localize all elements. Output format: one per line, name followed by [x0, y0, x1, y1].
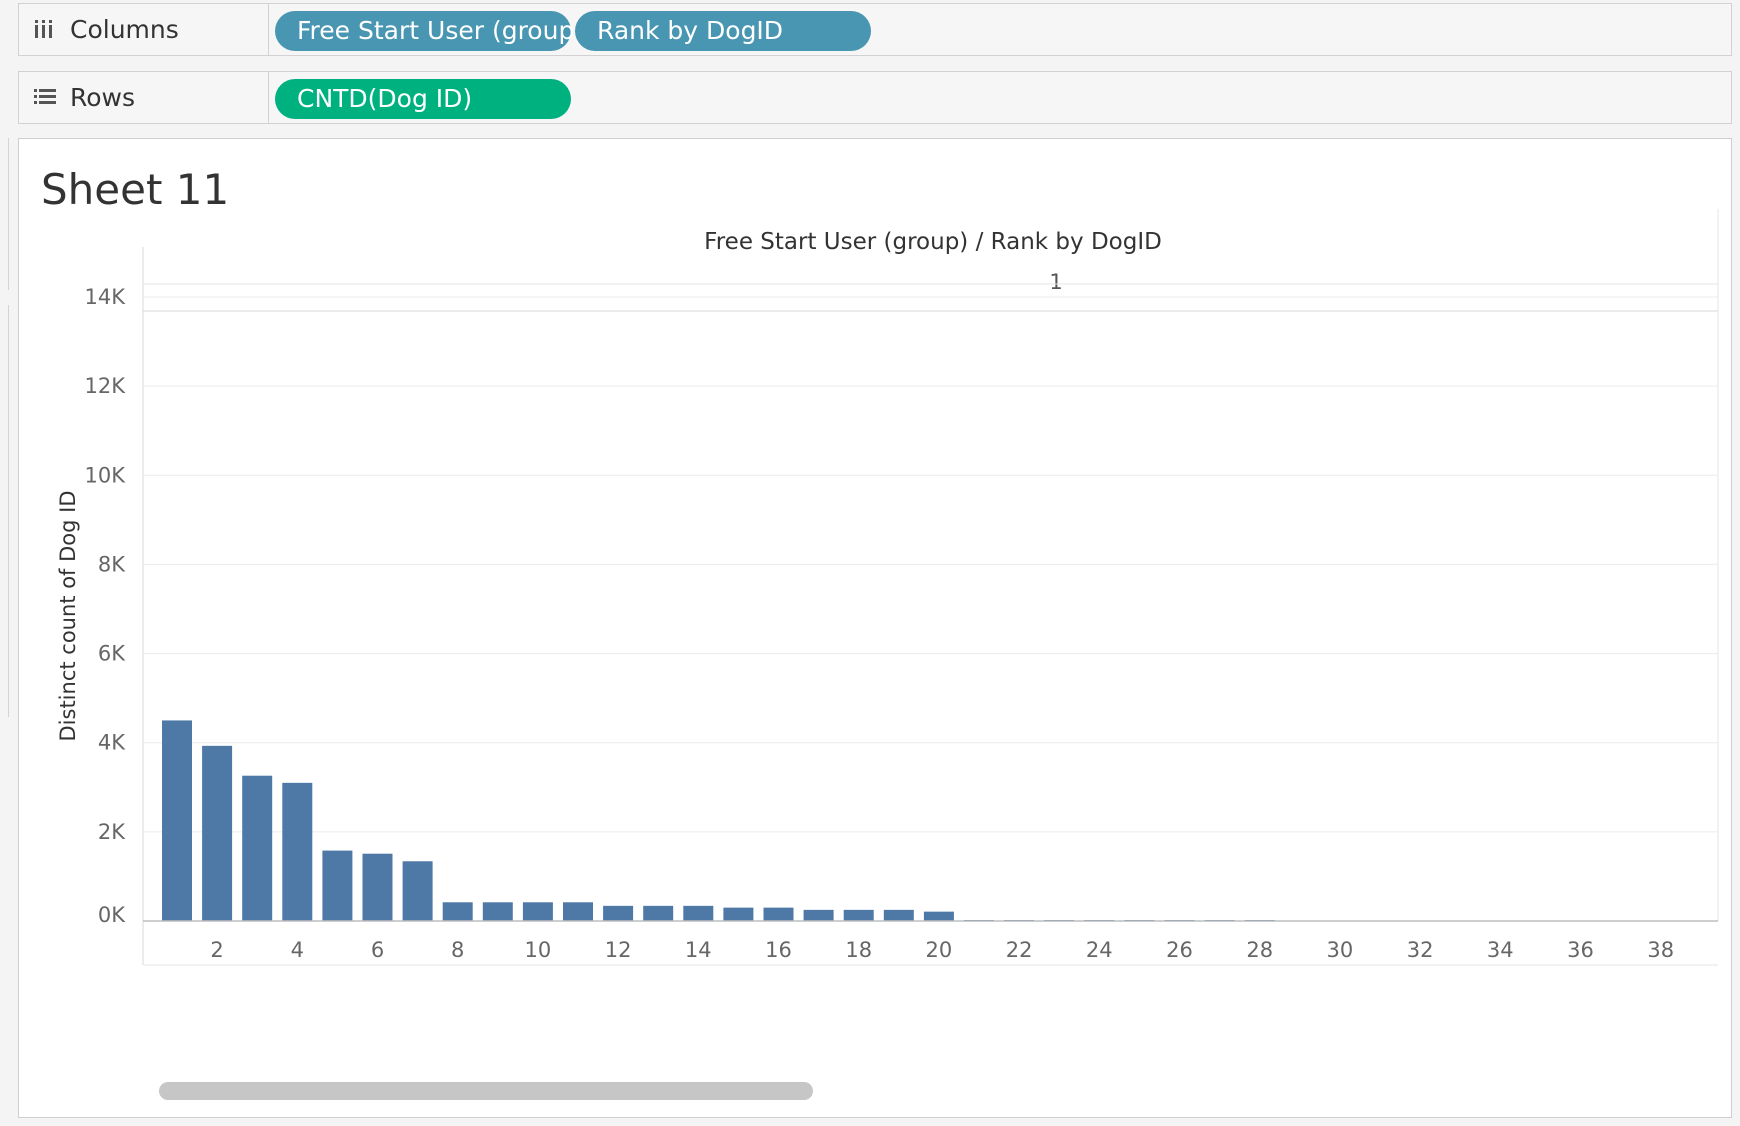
- x-tick-label: 22: [1006, 938, 1033, 962]
- bar: [522, 902, 553, 921]
- bar: [162, 720, 192, 921]
- bar: [723, 907, 754, 921]
- x-tick-label: 34: [1487, 938, 1514, 962]
- bar: [202, 745, 233, 921]
- y-tick-label: 10K: [85, 463, 127, 487]
- pill-free-start-user-group[interactable]: Free Start User (group): [275, 11, 584, 51]
- x-tick-label: 16: [765, 938, 792, 962]
- x-tick-label: 6: [371, 938, 384, 962]
- bar: [322, 850, 353, 921]
- y-axis-title: Distinct count of Dog ID: [56, 490, 80, 741]
- pane-header-label: 1: [1049, 270, 1062, 294]
- y-tick-label: 2K: [98, 820, 126, 844]
- bar: [763, 907, 794, 921]
- x-tick-label: 14: [685, 938, 712, 962]
- x-tick-label: 36: [1567, 938, 1594, 962]
- horizontal-scrollbar[interactable]: [159, 1082, 1719, 1100]
- bar: [803, 909, 834, 921]
- bar: [923, 911, 954, 921]
- bar: [643, 905, 674, 921]
- rows-shelf: Rows CNTD(Dog ID): [18, 71, 1732, 124]
- columns-shelf: Columns Free Start User (group) Rank by …: [18, 3, 1732, 56]
- x-tick-label: 30: [1327, 938, 1354, 962]
- bar: [242, 775, 273, 921]
- y-tick-label: 0K: [98, 903, 126, 927]
- columns-icon: [35, 20, 52, 38]
- x-tick-label: 20: [926, 938, 953, 962]
- columns-label: Columns: [70, 15, 179, 44]
- x-tick-label: 2: [210, 938, 223, 962]
- bar: [843, 909, 874, 921]
- x-tick-label: 26: [1166, 938, 1193, 962]
- sheet-title: Sheet 11: [41, 165, 230, 214]
- bar: [402, 861, 433, 921]
- bar: [482, 902, 513, 921]
- x-tick-label: 28: [1246, 938, 1273, 962]
- sheet-view: Sheet 11 Free Start User (group) / Rank …: [18, 138, 1732, 1118]
- pill-cntd-dog-id[interactable]: CNTD(Dog ID): [275, 79, 571, 119]
- x-tick-label: 24: [1086, 938, 1113, 962]
- y-tick-label: 4K: [98, 731, 126, 755]
- x-tick-label: 10: [525, 938, 552, 962]
- columns-shelf-label: Columns: [19, 4, 269, 55]
- y-tick-label: 8K: [98, 552, 126, 576]
- left-panel-edge: [0, 138, 9, 290]
- bar: [563, 902, 593, 921]
- x-tick-label: 12: [605, 938, 632, 962]
- bar: [442, 902, 473, 921]
- x-tick-label: 38: [1647, 938, 1674, 962]
- x-tick-label: 18: [845, 938, 872, 962]
- rows-shelf-label: Rows: [19, 72, 269, 123]
- x-tick-label: 8: [451, 938, 464, 962]
- left-panel-edge: [0, 305, 9, 717]
- y-tick-label: 6K: [98, 642, 126, 666]
- bar: [683, 905, 714, 921]
- bar: [603, 905, 634, 921]
- pill-rank-by-dogid[interactable]: Rank by DogID: [575, 11, 871, 51]
- y-tick-label: 12K: [85, 374, 127, 398]
- bar: [282, 782, 313, 921]
- bar-chart: Free Start User (group) / Rank by DogID 1…: [56, 209, 1719, 966]
- x-tick-label: 4: [291, 938, 304, 962]
- x-tick-label: 32: [1407, 938, 1434, 962]
- bar: [362, 853, 393, 921]
- scrollbar-thumb[interactable]: [159, 1082, 813, 1100]
- rows-icon: [34, 89, 56, 104]
- rows-label: Rows: [70, 83, 136, 112]
- y-tick-label: 14K: [85, 285, 127, 309]
- chart-header-title: Free Start User (group) / Rank by DogID: [704, 229, 1162, 255]
- bar: [883, 909, 914, 921]
